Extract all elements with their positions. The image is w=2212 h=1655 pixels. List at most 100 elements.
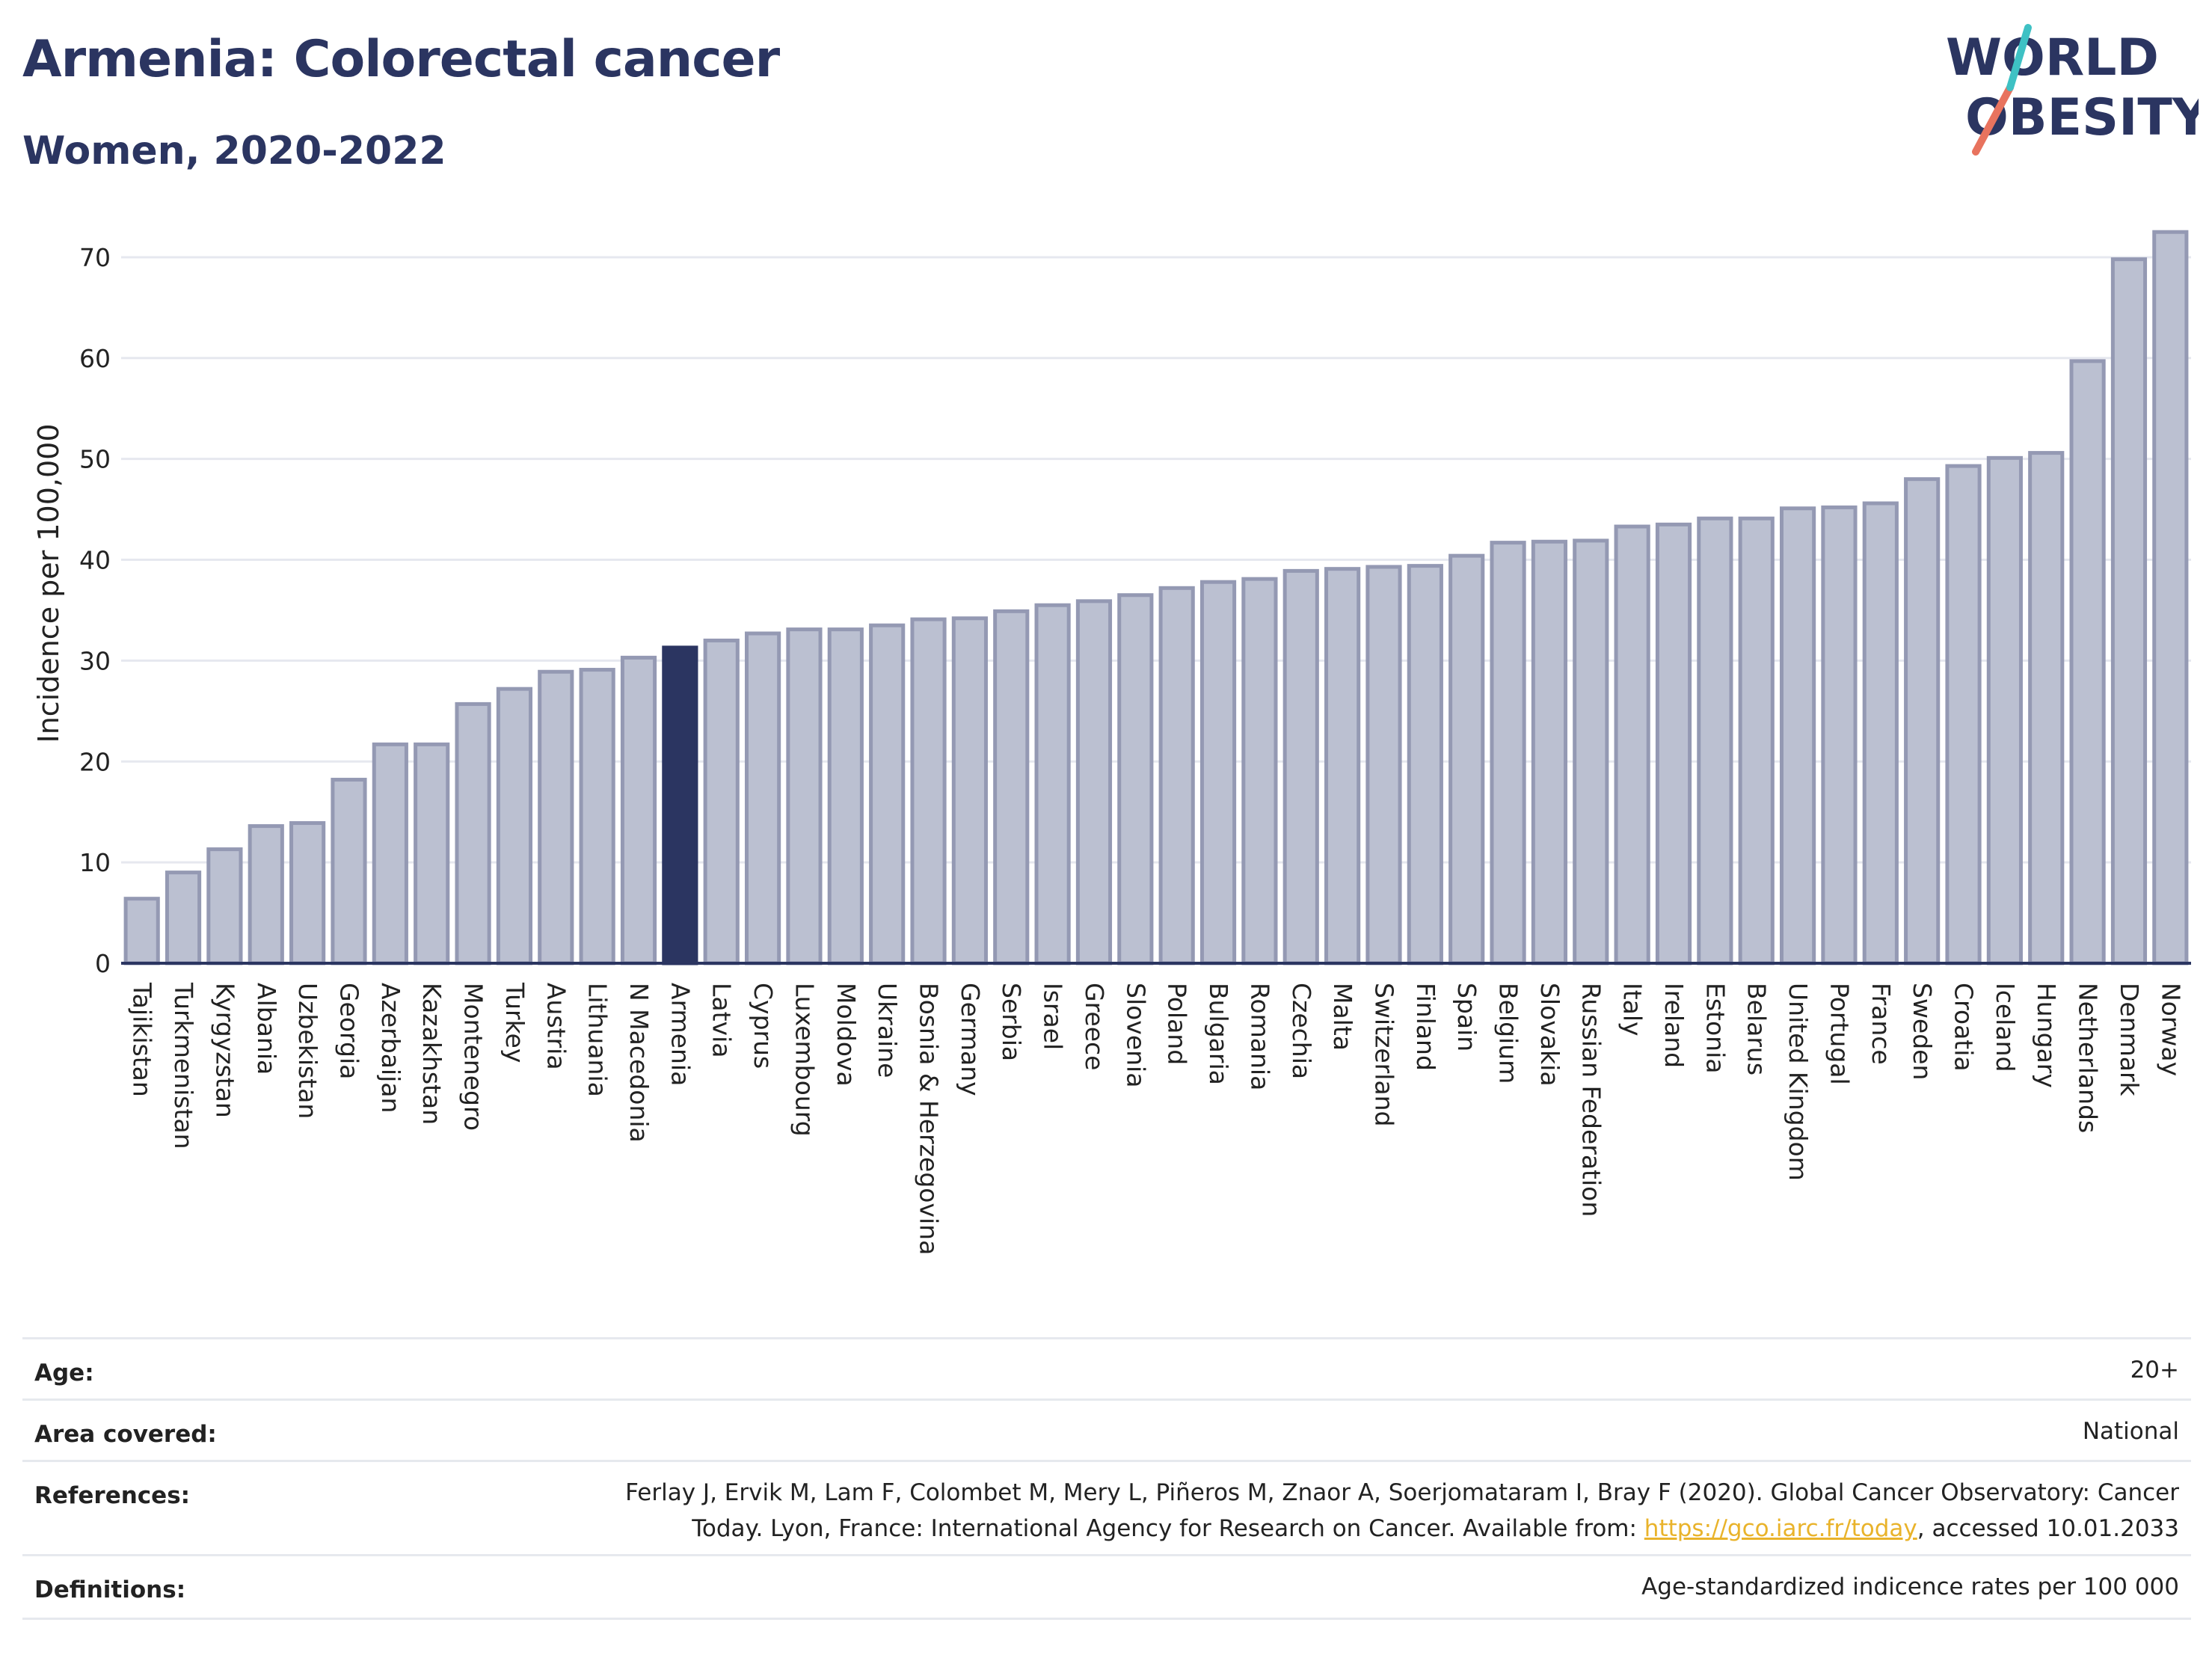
x-tick-label: Albania (252, 983, 281, 1075)
bar-montenegro (455, 701, 491, 965)
x-tick-label: Cyprus (749, 983, 778, 1069)
x-tick-label: Lithuania (583, 983, 612, 1097)
chart-title: Armenia: Colorectal cancer (22, 30, 780, 89)
x-tick-label: Azerbaijan (376, 983, 405, 1113)
bar-denmark (2110, 257, 2148, 965)
references-link[interactable]: https://gco.iarc.fr/today (1644, 1515, 1917, 1542)
bar-iceland (1986, 455, 2023, 965)
world-obesity-logo: WORLD OBESITY (1946, 24, 2199, 156)
x-tick-label: Austria (541, 983, 571, 1070)
bar-uzbekistan (289, 821, 326, 965)
bar-ukraine (869, 623, 906, 965)
x-tick-label: Turkey (500, 982, 529, 1063)
bar-finland (1407, 564, 1443, 965)
x-tick-label: N Macedonia (624, 983, 654, 1143)
bar-poland (1158, 586, 1195, 965)
age-value: 20+ (2130, 1357, 2179, 1384)
bar-romania (1241, 577, 1278, 965)
x-tick-label: Switzerland (1369, 983, 1398, 1127)
x-tick-label: Luxembourg (790, 983, 819, 1137)
bar-switzerland (1365, 565, 1402, 965)
x-tick-label: Belarus (1742, 983, 1772, 1075)
bar-belarus (1738, 516, 1775, 965)
x-tick-label: Slovakia (1535, 983, 1564, 1087)
bar-israel (1034, 603, 1071, 965)
x-tick-label: Israel (1039, 983, 1068, 1050)
y-tick-label: 20 (79, 747, 111, 776)
bar-chart: 0 10 20 30 40 50 60 70 Tajikistan Turkmenistan Ky… (32, 230, 2191, 1255)
x-tick-label: Slovenia (1121, 983, 1150, 1087)
x-tick-label: Russian Federation (1576, 983, 1606, 1217)
definitions-value: Age-standardized indicence rates per 100… (1641, 1573, 2179, 1600)
y-tick-label: 60 (79, 344, 111, 373)
bar-tajikistan (123, 897, 160, 965)
y-tick-label: 70 (79, 243, 111, 272)
bar-austria (538, 669, 574, 965)
x-tick-label: Poland (1163, 983, 1192, 1065)
x-tick-label: Georgia (334, 983, 363, 1079)
x-tick-label: Sweden (1908, 983, 1937, 1080)
x-tick-label: France (1867, 983, 1896, 1065)
y-tick-label: 10 (79, 848, 111, 877)
bar-bulgaria (1199, 580, 1237, 965)
x-tick-label: Bulgaria (1204, 983, 1233, 1085)
x-tick-label: Germany (956, 983, 985, 1096)
x-tick-label: Armenia (666, 983, 695, 1086)
bar-belgium (1490, 541, 1526, 965)
x-tick-label: Czechia (1287, 983, 1316, 1079)
bar-croatia (1945, 464, 1982, 965)
references-label: References: (34, 1482, 191, 1509)
bar-serbia (993, 609, 1030, 965)
x-tick-label: Bosnia & Herzegovina (915, 983, 944, 1255)
age-label: Age: (34, 1360, 94, 1387)
bar-moldova (827, 627, 864, 965)
x-tick-label: Turkmenistan (169, 982, 198, 1149)
references-line-2: Today. Lyon, France: International Agenc… (692, 1515, 2179, 1542)
bars (123, 230, 2189, 965)
x-tick-label: Norway (2156, 983, 2185, 1076)
bar-greece (1075, 599, 1113, 965)
x-tick-label: Estonia (1701, 983, 1730, 1073)
logo-line-1: WORLD (1946, 28, 2159, 87)
x-tick-label: Kazakhstan (417, 983, 446, 1125)
bar-united-kingdom (1779, 506, 1816, 965)
x-tick-label: Kyrgyzstan (210, 983, 239, 1118)
y-tick-label: 50 (79, 445, 111, 474)
bar-turkey (496, 687, 533, 965)
x-tick-label: Croatia (1950, 983, 1979, 1072)
logo-slash-coral (1972, 84, 2014, 156)
bar-armenia (662, 645, 698, 965)
area-label: Area covered: (34, 1421, 217, 1448)
bar-latvia (703, 638, 740, 965)
x-tick-label: Tajikistan (128, 982, 157, 1097)
bar-slovenia (1117, 593, 1154, 965)
bar-germany (951, 616, 988, 965)
bar-albania (248, 824, 284, 965)
bar-azerbaijan (372, 742, 408, 965)
logo-slash-teal (2006, 24, 2032, 91)
bar-turkmenistan (165, 871, 202, 965)
meta-row-age: Age: 20+ (22, 1337, 2191, 1401)
axes: 0 10 20 30 40 50 60 70 (79, 243, 2191, 978)
x-tick-label: Greece (1080, 983, 1109, 1070)
x-tick-label: Portugal (1825, 983, 1854, 1085)
bar-norway (2152, 230, 2189, 965)
references-value: Ferlay J, Ervik M, Lam F, Colombet M, Me… (625, 1475, 2179, 1547)
bar-luxembourg (786, 627, 823, 965)
category-labels: Tajikistan Turkmenistan Kyrgyzstan Albania U… (128, 982, 2186, 1255)
x-tick-label: Italy (1618, 983, 1647, 1037)
y-axis-label: Incidence per 100,000 (32, 423, 65, 743)
bar-n-macedonia (620, 655, 657, 965)
x-tick-label: Malta (1328, 983, 1357, 1051)
bar-czechia (1282, 568, 1319, 965)
chart-subtitle: Women, 2020-2022 (22, 129, 446, 174)
bar-bosnia-herzegovina (910, 617, 947, 965)
y-tick-label: 40 (79, 546, 111, 575)
x-tick-label: Serbia (997, 983, 1026, 1061)
bar-malta (1324, 567, 1361, 965)
x-tick-label: Spain (1452, 983, 1481, 1051)
bar-ireland (1655, 522, 1692, 965)
bar-netherlands (2069, 359, 2106, 965)
bar-kazakhstan (414, 742, 450, 965)
bar-kyrgyzstan (206, 847, 243, 965)
